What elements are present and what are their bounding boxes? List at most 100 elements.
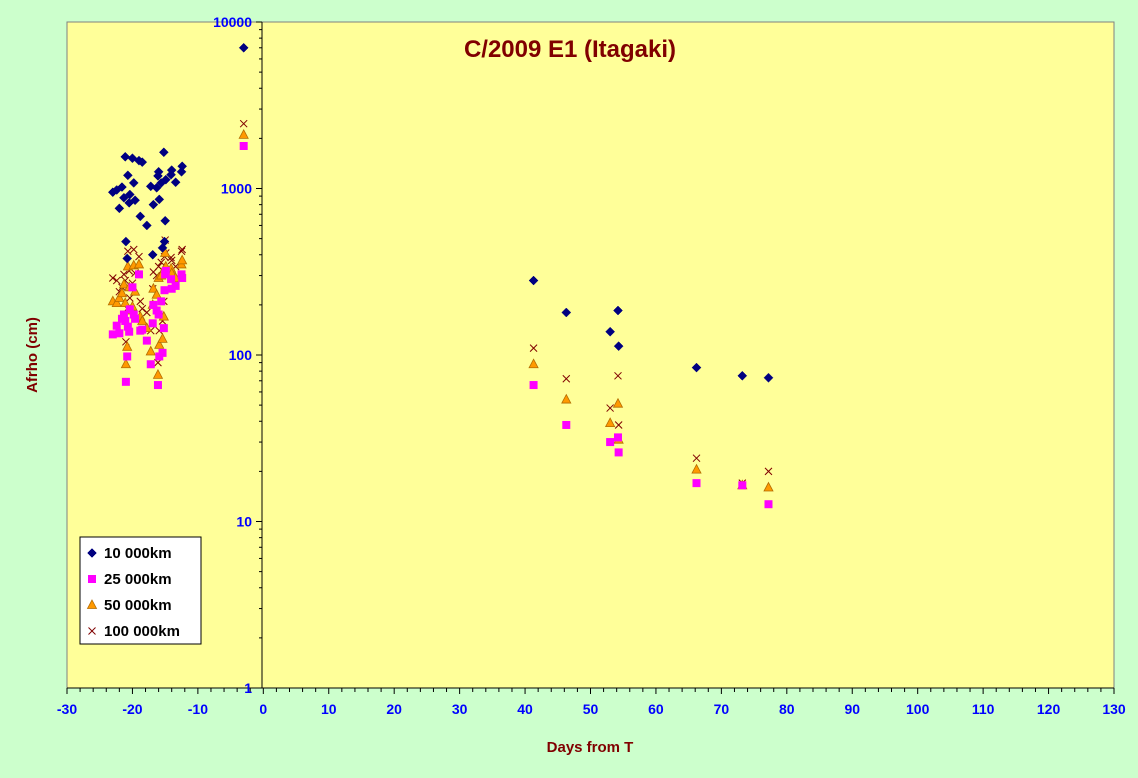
x-marker-stroke: [124, 247, 132, 256]
data-point-square: [239, 141, 248, 150]
x-tick-label: -10: [188, 701, 208, 717]
data-point-x: [529, 344, 538, 352]
data-point-diamond: [737, 370, 748, 381]
data-point-diamond: [160, 215, 171, 226]
data-point-square: [142, 336, 151, 345]
data-point-x: [178, 245, 187, 254]
legend-label: 10 000km: [104, 545, 172, 562]
data-point-diamond: [121, 236, 131, 247]
x-marker-stroke: [606, 404, 614, 412]
x-tick-label: 90: [844, 701, 860, 717]
legend: 10 000km 25 000km 50 000km 100 000km: [79, 536, 202, 645]
data-point-x: [108, 274, 117, 282]
data-point-x: [167, 256, 176, 265]
data-point-diamond: [114, 203, 125, 214]
data-point-square: [134, 270, 143, 279]
data-point-square: [160, 286, 169, 295]
data-point-triangle: [114, 292, 125, 302]
data-point-triangle: [177, 254, 188, 265]
marks-layer: [107, 42, 774, 509]
data-point-square: [171, 281, 180, 290]
data-point-square: [149, 300, 158, 309]
x-marker-stroke: [562, 374, 571, 383]
data-point-triangle: [604, 417, 616, 427]
data-point-square: [157, 297, 166, 306]
axes-layer: -30 -20 -10 0 10 20 30 40 50 60 70 80 90 100 110 120 130…: [57, 14, 1126, 717]
data-point-x: [562, 374, 571, 383]
data-point-diamond: [153, 166, 164, 177]
x-tick-label: 40: [517, 701, 533, 717]
x-marker-stroke: [120, 270, 128, 279]
data-point-triangle: [137, 315, 148, 325]
x-tick-label: -20: [122, 701, 142, 717]
x-marker-stroke: [88, 627, 96, 635]
data-point-diamond: [561, 307, 572, 318]
x-tick-label: 20: [386, 701, 402, 717]
data-point-triangle: [133, 258, 145, 269]
x-marker-stroke: [125, 294, 134, 302]
x-tick-label: 50: [583, 701, 599, 717]
data-point-triangle: [691, 463, 702, 474]
plot-area: [66, 21, 1115, 689]
data-point-diamond: [160, 174, 171, 185]
data-point-x: [154, 262, 163, 271]
data-point-square: [119, 310, 128, 319]
y-tick-label: 10: [236, 514, 252, 530]
data-point-diamond: [613, 341, 624, 352]
legend-label: 100 000km: [104, 623, 180, 640]
data-point-square: [158, 348, 167, 357]
x-marker-stroke: [122, 337, 130, 346]
data-point-triangle: [145, 345, 156, 356]
data-point-triangle: [528, 358, 539, 369]
legend-label: 25 000km: [104, 571, 172, 588]
data-point-triangle: [154, 339, 165, 349]
data-point-square: [562, 420, 571, 429]
legend-marker-x: [88, 627, 96, 635]
y-tick-label: 1000: [221, 181, 252, 197]
data-point-square: [123, 322, 132, 331]
data-point-square: [154, 310, 163, 319]
data-point-square: [161, 266, 170, 275]
data-point-square: [148, 319, 157, 328]
data-point-x: [142, 308, 151, 317]
x-tick-label: 0: [259, 701, 267, 717]
data-point-x: [120, 270, 128, 279]
x-marker-stroke: [157, 258, 166, 267]
data-point-x: [764, 467, 773, 476]
y-tick-label: 1: [244, 680, 252, 696]
data-point-x: [606, 404, 614, 412]
x-marker-stroke: [167, 256, 176, 265]
x-marker-stroke: [764, 467, 773, 476]
data-point-square: [613, 433, 622, 442]
x-marker-stroke: [177, 247, 186, 256]
data-point-diamond: [238, 42, 249, 53]
data-point-diamond: [528, 275, 539, 286]
data-point-triangle: [763, 481, 774, 492]
data-point-square: [112, 321, 121, 330]
data-point-square: [529, 381, 538, 390]
data-point-square: [115, 329, 124, 338]
data-point-square: [606, 438, 615, 447]
series-square: [108, 141, 773, 509]
data-point-diamond: [135, 211, 146, 222]
x-marker-stroke: [138, 304, 147, 313]
data-point-square: [738, 481, 747, 490]
data-point-square: [159, 324, 168, 333]
data-point-triangle: [118, 278, 130, 289]
data-point-square: [131, 314, 140, 323]
data-point-x: [112, 276, 121, 285]
data-point-diamond: [124, 189, 135, 200]
data-point-triangle: [148, 282, 159, 293]
data-point-diamond: [130, 195, 140, 206]
data-point-x: [135, 252, 143, 261]
data-point-diamond: [128, 178, 139, 188]
x-tick-label: 100: [906, 701, 930, 717]
data-point-triangle: [152, 368, 164, 379]
data-point-x: [125, 294, 134, 302]
data-point-diamond: [763, 372, 774, 383]
data-point-square: [138, 325, 147, 334]
data-point-square: [614, 448, 623, 457]
x-marker-stroke: [112, 276, 121, 285]
data-point-diamond: [159, 236, 170, 247]
